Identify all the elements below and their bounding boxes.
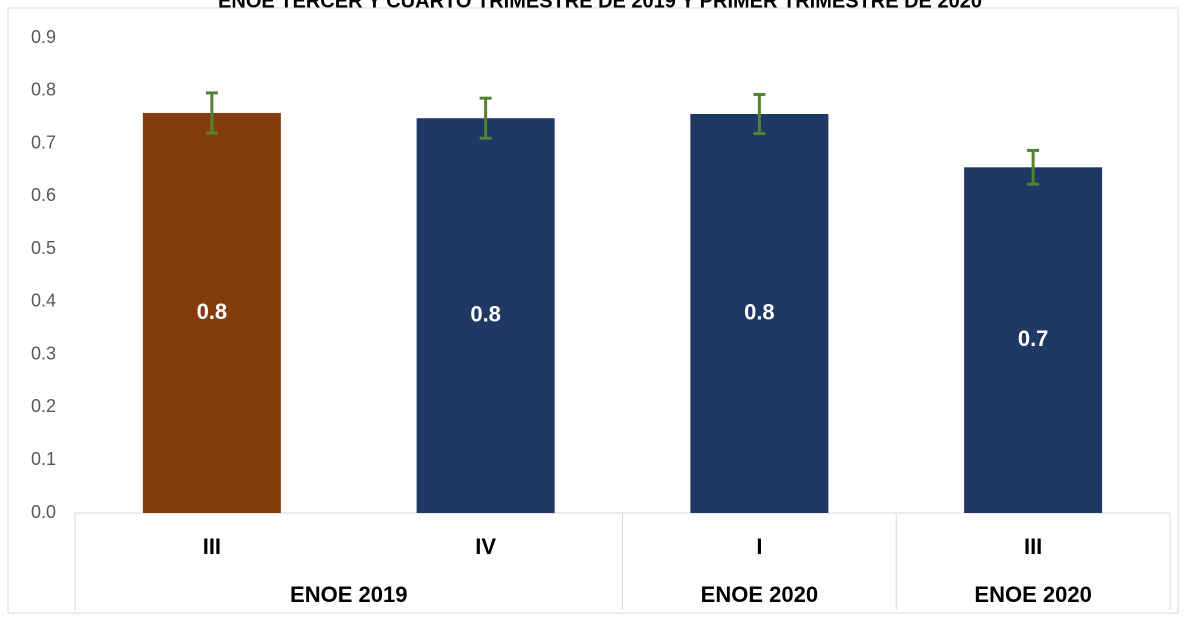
- x-tick-label: IV: [475, 534, 496, 559]
- group-label: ENOE 2020: [701, 582, 818, 607]
- y-tick-label: 0.3: [31, 343, 56, 363]
- y-tick-label: 0.4: [31, 291, 56, 311]
- x-tick-label: I: [756, 534, 762, 559]
- x-tick-label: III: [1024, 534, 1042, 559]
- y-tick-label: 0.2: [31, 396, 56, 416]
- y-tick-label: 0.0: [31, 502, 56, 522]
- x-tick-label: III: [203, 534, 221, 559]
- data-label: 0.8: [744, 299, 775, 324]
- bar: [964, 167, 1103, 514]
- group-label: ENOE 2020: [974, 582, 1091, 607]
- bar: [690, 114, 829, 513]
- bar: [416, 118, 555, 513]
- y-tick-label: 0.5: [31, 238, 56, 258]
- data-label: 0.8: [197, 299, 228, 324]
- y-tick-label: 0.6: [31, 185, 56, 205]
- chart-title: ENOE TERCER Y CUARTO TRIMESTRE DE 2019 Y…: [218, 0, 982, 12]
- chart-border: [7, 7, 1179, 614]
- bar: [142, 112, 281, 513]
- group-label: ENOE 2019: [290, 582, 407, 607]
- y-tick-label: 0.9: [31, 27, 56, 47]
- y-tick-label: 0.7: [31, 132, 56, 152]
- y-tick-label: 0.8: [31, 80, 56, 100]
- data-label: 0.7: [1018, 326, 1049, 351]
- data-label: 0.8: [470, 301, 501, 326]
- y-tick-label: 0.1: [31, 449, 56, 469]
